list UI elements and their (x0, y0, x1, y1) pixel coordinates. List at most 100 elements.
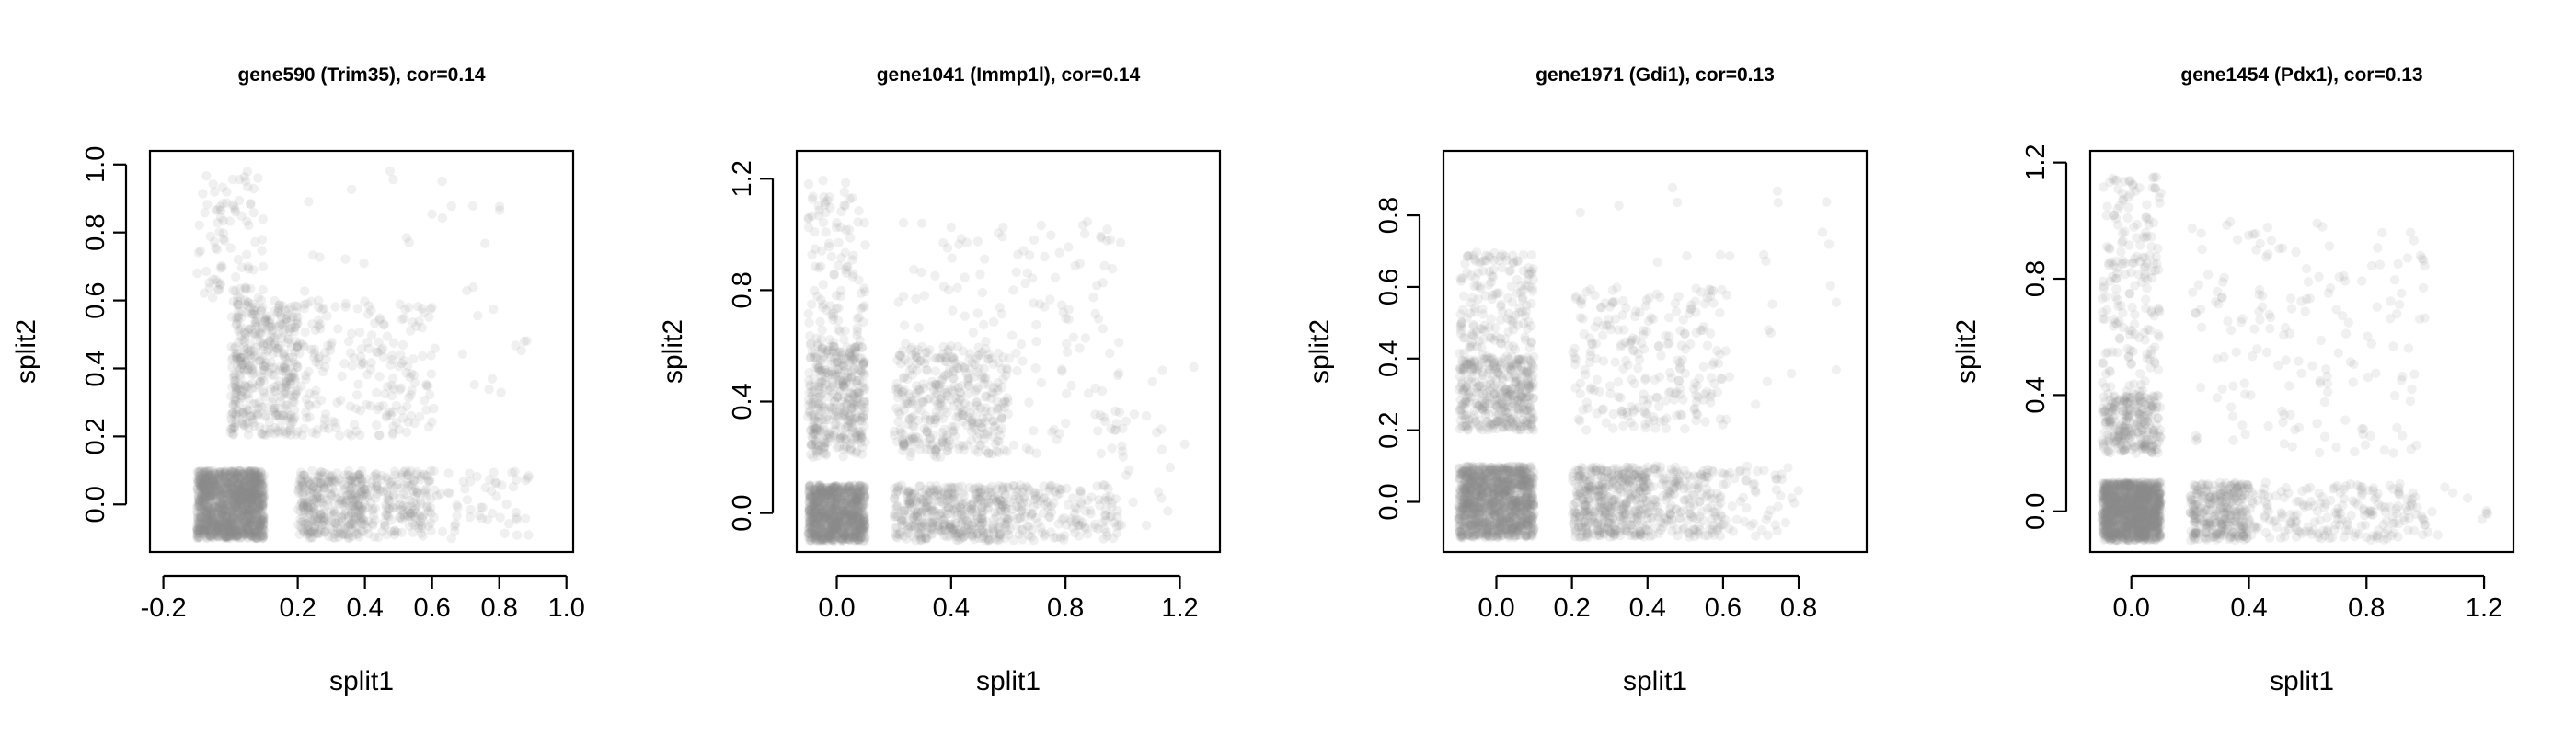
data-point (410, 503, 420, 514)
data-point (810, 490, 820, 501)
data-point (231, 494, 241, 504)
data-point (343, 500, 354, 511)
data-point (201, 505, 211, 515)
data-point (891, 403, 902, 413)
data-point (197, 489, 208, 500)
data-point (360, 296, 370, 306)
data-point (231, 381, 241, 391)
data-point (216, 518, 227, 528)
data-point (301, 524, 312, 535)
data-point (811, 480, 822, 490)
data-point (226, 414, 236, 424)
data-point (851, 506, 862, 516)
data-point (857, 416, 868, 426)
data-point (833, 512, 844, 523)
data-point (860, 240, 870, 250)
data-point (256, 371, 266, 381)
data-point (298, 479, 308, 490)
data-point (193, 513, 203, 524)
data-point (808, 452, 818, 463)
data-point (841, 512, 851, 523)
data-point (224, 503, 234, 513)
data-point (237, 510, 247, 520)
data-point (259, 485, 270, 495)
data-point (215, 467, 225, 477)
data-point (805, 510, 816, 520)
data-point (850, 389, 860, 399)
data-point (495, 205, 505, 215)
data-point (323, 495, 333, 505)
data-point (851, 495, 862, 505)
data-point (834, 237, 844, 247)
data-point (849, 510, 859, 521)
data-point (852, 496, 862, 507)
data-point (811, 506, 821, 516)
data-point (422, 501, 432, 512)
data-point (991, 496, 1002, 506)
data-point (831, 522, 842, 533)
data-point (824, 498, 834, 509)
data-point (826, 515, 836, 525)
data-point (221, 513, 231, 523)
data-point (231, 527, 242, 537)
data-point (243, 470, 253, 481)
data-point (291, 390, 301, 400)
data-point (226, 519, 237, 529)
data-point (821, 347, 832, 358)
data-point (295, 506, 305, 516)
data-point (281, 404, 292, 414)
data-point (258, 515, 268, 525)
data-point (832, 513, 843, 523)
data-point (230, 467, 240, 477)
data-point (389, 525, 399, 536)
data-point (235, 324, 245, 335)
data-point (204, 282, 215, 293)
data-point (851, 519, 861, 530)
data-point (240, 295, 250, 305)
data-point (272, 426, 283, 436)
data-point (815, 523, 826, 533)
data-point (219, 522, 229, 532)
data-point (370, 470, 381, 480)
data-point (335, 431, 345, 441)
data-point (285, 423, 295, 433)
data-point (842, 495, 852, 505)
data-point (404, 521, 415, 531)
data-point (396, 493, 406, 503)
data-point (242, 523, 252, 533)
data-point (819, 512, 829, 522)
data-point (249, 524, 260, 535)
data-point (247, 478, 258, 489)
data-point (218, 506, 228, 516)
data-point (268, 330, 278, 340)
data-point (826, 520, 836, 531)
data-point (274, 428, 284, 438)
data-point (259, 516, 269, 526)
data-point (810, 528, 820, 538)
data-point (208, 520, 218, 530)
data-point (826, 504, 836, 514)
data-point (343, 530, 353, 540)
data-point (218, 234, 228, 244)
data-point (852, 494, 862, 505)
data-point (301, 394, 311, 404)
data-point (306, 532, 316, 543)
data-point (351, 404, 362, 414)
data-point (314, 359, 324, 370)
data-point (252, 526, 262, 536)
data-point (850, 535, 860, 546)
data-point (830, 498, 840, 508)
data-point (227, 496, 238, 507)
data-point (346, 504, 357, 514)
data-point (208, 521, 219, 531)
data-point (247, 503, 258, 514)
data-point (236, 500, 247, 511)
data-point (1061, 520, 1072, 530)
data-point (354, 493, 364, 504)
data-point (235, 175, 245, 185)
data-point (249, 346, 259, 356)
data-point (508, 482, 519, 492)
data-point (496, 387, 506, 397)
data-point (853, 511, 863, 522)
data-point (245, 411, 255, 421)
